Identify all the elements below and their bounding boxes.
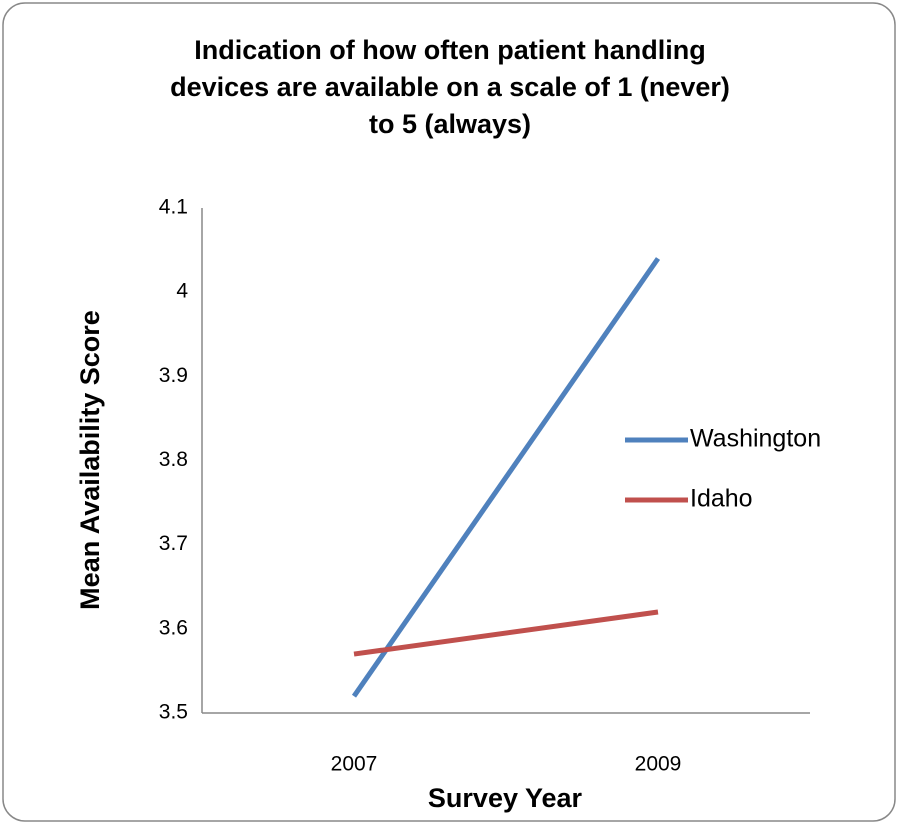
legend-label: Idaho (690, 485, 753, 513)
y-tick-label: 3.8 (159, 448, 188, 471)
y-tick-label: 3.5 (159, 701, 188, 724)
x-tick-label: 2009 (635, 753, 682, 776)
chart-title: Indication of how often patient handling… (170, 35, 730, 139)
y-tick-label: 3.7 (159, 532, 188, 555)
y-tick-label: 4.1 (159, 196, 188, 219)
legend-label: Washington (690, 425, 821, 453)
y-tick-label: 3.6 (159, 616, 188, 639)
x-axis-title: Survey Year (428, 783, 583, 813)
y-axis-title: Mean Availability Score (75, 310, 105, 610)
x-tick-label: 2007 (331, 753, 378, 776)
y-tick-label: 4 (176, 280, 188, 303)
y-tick-label: 3.9 (159, 364, 188, 387)
data-line (353, 609, 659, 657)
data-line (351, 257, 661, 698)
